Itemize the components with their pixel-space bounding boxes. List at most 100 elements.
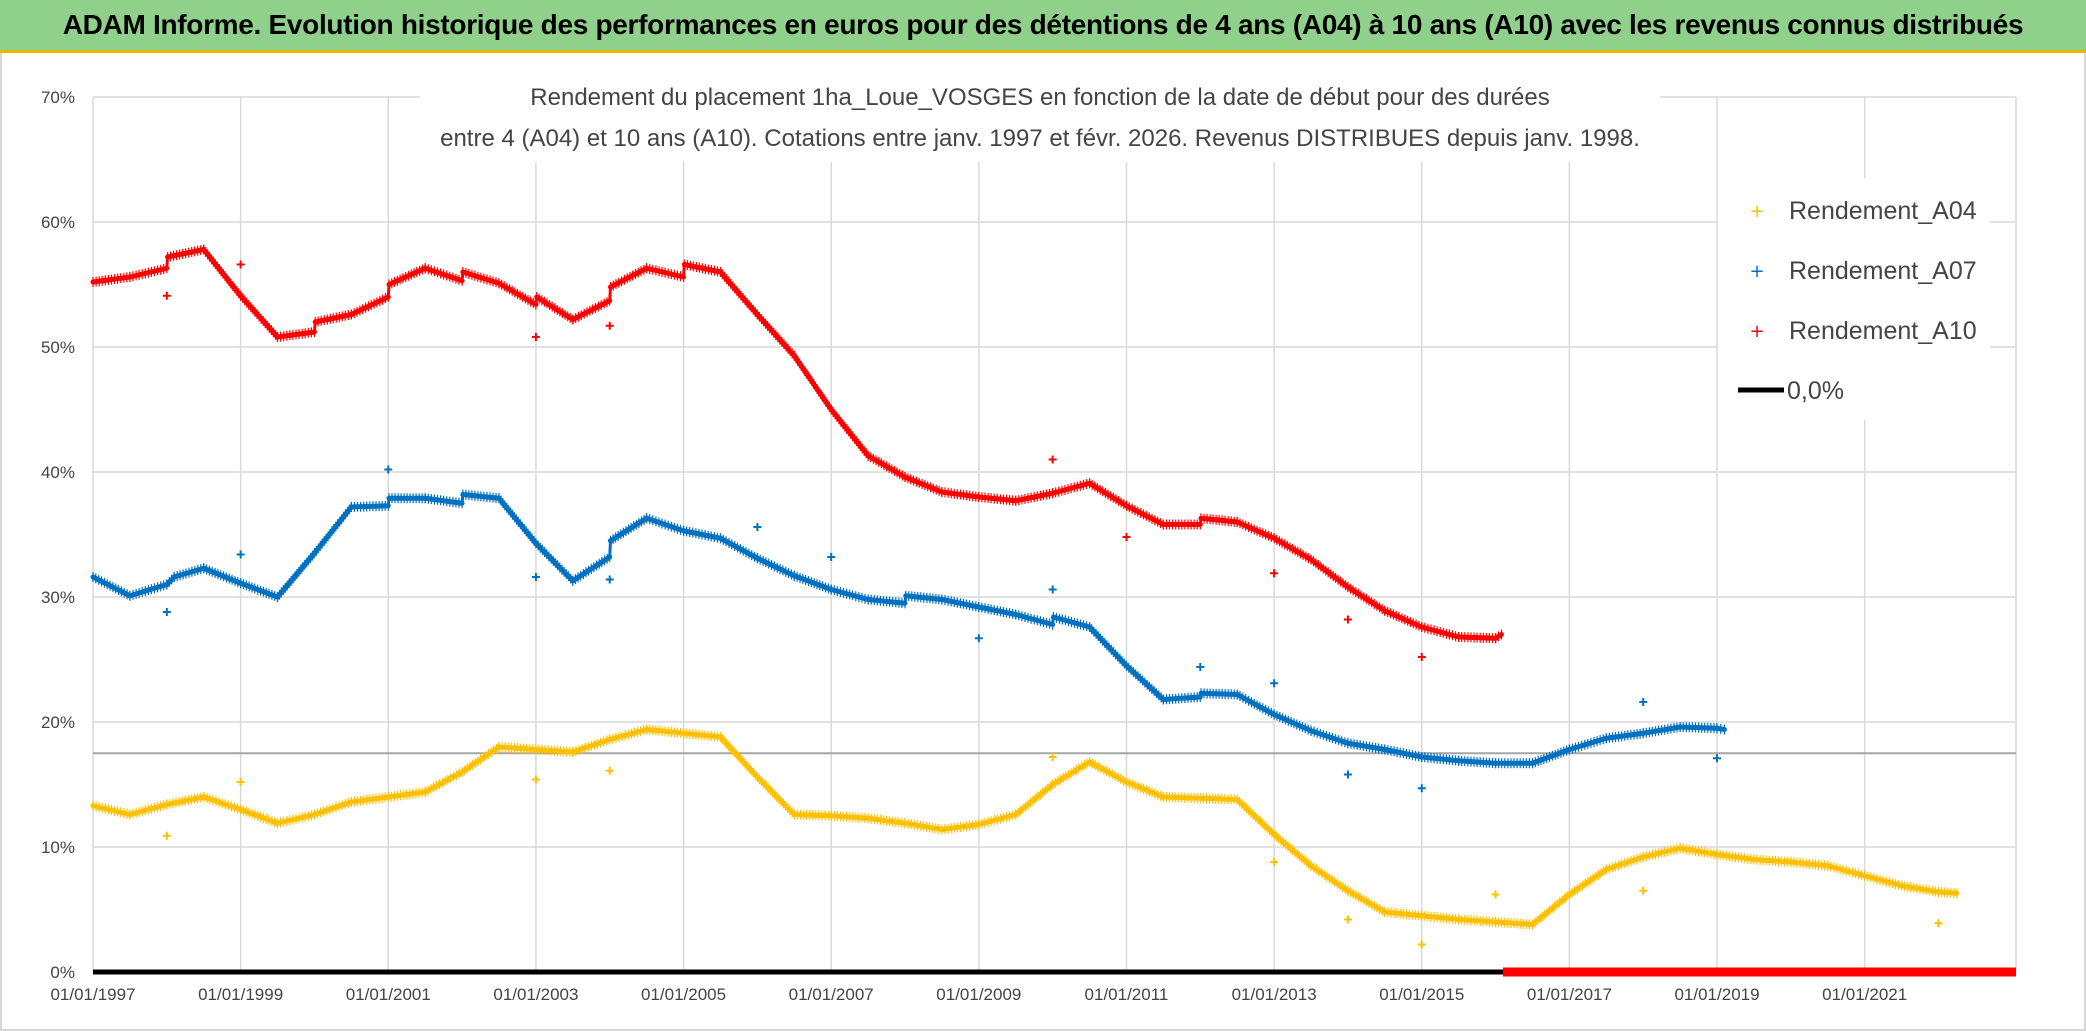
series-outlier-marker xyxy=(1048,455,1057,464)
legend-label-zero: 0,0% xyxy=(1787,377,1844,405)
series-outlier-marker xyxy=(1048,585,1057,594)
series-outlier-marker xyxy=(384,465,393,474)
chart-title-line-2: entre 4 (A04) et 10 ans (A10). Cotations… xyxy=(440,125,1640,152)
series-marker-ticks xyxy=(719,533,758,564)
x-tick-label: 01/01/2005 xyxy=(641,985,726,1004)
series-marker-ticks xyxy=(1200,688,1238,700)
series-marker-ticks xyxy=(240,578,279,602)
series-marker-ticks xyxy=(719,732,758,782)
series-outlier-marker xyxy=(1122,533,1131,541)
series-outlier-marker xyxy=(1343,915,1352,924)
series-marker-ticks xyxy=(1421,910,1460,925)
x-tick-label: 01/01/2011 xyxy=(1085,985,1169,1004)
series-segment xyxy=(754,774,797,817)
series-marker-ticks xyxy=(978,492,1017,506)
series-marker-ticks xyxy=(424,493,463,509)
series-marker-ticks xyxy=(314,309,352,327)
series-marker-ticks xyxy=(830,584,869,605)
series-marker-ticks xyxy=(1125,660,1164,705)
series-marker-ticks xyxy=(1421,752,1460,766)
legend-item-a04[interactable]: + Rendement_A04 xyxy=(1749,197,1976,225)
series-marker-ticks xyxy=(1162,792,1201,804)
y-tick-label: 0% xyxy=(50,963,75,982)
legend-marker-a07: + xyxy=(1749,261,1764,282)
series-marker-ticks xyxy=(1495,758,1534,769)
y-tick-label: 10% xyxy=(41,838,75,857)
y-tick-label: 50% xyxy=(41,338,75,357)
series-marker-ticks xyxy=(240,290,279,342)
series-outlier-marker xyxy=(1639,886,1648,895)
series-layer xyxy=(90,244,2016,977)
series-marker-ticks xyxy=(1347,738,1386,755)
series-outlier-marker xyxy=(605,575,614,584)
series-marker-ticks xyxy=(1679,722,1718,734)
x-tick-label: 01/01/2009 xyxy=(936,985,1021,1004)
series-marker-ticks xyxy=(683,259,722,277)
series-marker-ticks xyxy=(1310,554,1349,592)
series-marker-ticks xyxy=(683,525,722,544)
series-outlier-marker xyxy=(531,573,540,581)
series-marker-ticks xyxy=(536,292,574,325)
series-marker-ticks xyxy=(388,263,426,290)
series-marker-ticks xyxy=(1531,744,1570,769)
series-marker-ticks xyxy=(793,350,832,415)
series-marker-ticks xyxy=(1015,488,1054,506)
series-marker-ticks xyxy=(646,513,685,536)
x-tick-label: 01/01/1997 xyxy=(50,985,135,1004)
y-tick-label: 40% xyxy=(41,463,75,482)
x-tick-label: 01/01/2001 xyxy=(346,985,431,1004)
series-marker-ticks xyxy=(1236,689,1275,720)
x-tick-label: 01/01/2003 xyxy=(493,985,578,1004)
series-outlier-marker xyxy=(1713,754,1722,763)
series-marker-ticks xyxy=(978,809,1017,830)
series-marker-ticks xyxy=(1716,849,1755,865)
series-outlier-marker xyxy=(1343,615,1352,624)
series-marker-ticks xyxy=(904,818,943,835)
y-tick-label: 20% xyxy=(41,713,75,732)
series-marker-ticks xyxy=(1568,864,1607,900)
x-tick-label: 01/01/2013 xyxy=(1232,985,1317,1004)
series-outlier-marker xyxy=(1196,663,1205,671)
series-segment xyxy=(1529,892,1572,927)
series-marker-ticks xyxy=(1236,794,1275,840)
series-marker-ticks xyxy=(572,552,611,586)
series-marker-ticks xyxy=(646,724,685,739)
series-marker-ticks xyxy=(867,450,906,482)
legend-item-a07[interactable]: + Rendement_A07 xyxy=(1749,257,1976,285)
series-marker-ticks xyxy=(1273,709,1312,736)
series-marker-ticks xyxy=(756,772,795,820)
series-marker-ticks xyxy=(867,594,906,609)
report-banner: ADAM Informe. Evolution historique des p… xyxy=(0,0,2086,53)
series-marker-ticks xyxy=(240,804,279,829)
series-marker-ticks xyxy=(313,502,352,559)
series-marker-ticks xyxy=(905,590,943,605)
legend: + Rendement_A04 + Rendement_A07 + Rendem… xyxy=(1718,178,1990,420)
series-marker-ticks xyxy=(203,792,242,815)
series-outlier-marker xyxy=(162,291,171,300)
series-segment xyxy=(1087,624,1129,669)
legend-label-a10: Rendement_A10 xyxy=(1789,317,1977,345)
series-marker-ticks xyxy=(535,538,574,586)
series-marker-ticks xyxy=(313,797,352,820)
series-outlier-marker xyxy=(1417,784,1426,793)
legend-item-a10[interactable]: + Rendement_A10 xyxy=(1749,317,1976,345)
series-outlier-marker xyxy=(1270,569,1279,578)
series-marker-ticks xyxy=(1421,622,1460,642)
series-marker-ticks xyxy=(1642,843,1681,862)
series-marker-ticks xyxy=(424,263,463,286)
series-marker-ticks xyxy=(1458,632,1497,644)
legend-item-zero[interactable]: 0,0% xyxy=(1738,377,1844,405)
series-outlier-marker xyxy=(236,550,245,559)
series-marker-ticks xyxy=(1605,728,1644,744)
x-tick-label: 01/01/2015 xyxy=(1379,985,1464,1004)
series-marker-ticks xyxy=(498,278,537,310)
series-marker-ticks xyxy=(167,244,205,262)
series-marker-ticks xyxy=(1089,757,1128,787)
series-outlier-marker xyxy=(1417,653,1426,661)
series-segment xyxy=(1013,782,1056,817)
series-marker-ticks xyxy=(276,548,316,602)
series-outlier-marker xyxy=(236,260,245,269)
series-marker-ticks xyxy=(424,767,463,797)
series-marker-ticks xyxy=(1089,622,1128,671)
series-marker-ticks xyxy=(129,263,168,282)
